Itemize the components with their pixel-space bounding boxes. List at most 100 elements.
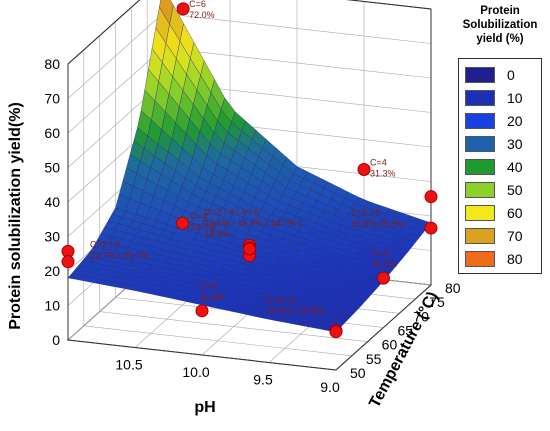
legend-swatch (465, 159, 495, 175)
annotation-line: C=6 (189, 0, 206, 9)
legend-title-line: yield (%) (476, 33, 524, 45)
data-point (329, 325, 343, 339)
data-point (61, 255, 75, 269)
annotation-line: 14.3% (372, 259, 398, 269)
annotation-line: 23.7% (191, 222, 217, 232)
annotation-line: C=4 (200, 281, 217, 291)
color-legend: 0 10 20 30 40 50 60 70 80 (458, 58, 542, 274)
annotation-line: C=2 / 6 (90, 239, 119, 249)
annotation-line: C=4 (370, 158, 387, 168)
legend-label: 70 (507, 228, 523, 244)
legend-entry: 0 (465, 67, 539, 85)
y-tick-label: 70 (413, 308, 429, 324)
box-edge (67, 339, 337, 371)
z-tick-label: 40 (44, 194, 60, 210)
z-tick-label: 20 (44, 263, 60, 279)
y-tick-label: 65 (398, 323, 414, 339)
point-annotation: C=4 23.7% (191, 211, 217, 232)
annotation-line: 31.3% (370, 169, 396, 179)
legend-entry: 30 (465, 136, 539, 154)
annotation-line: C=2 / 6 (351, 208, 380, 218)
point-annotation: C=2 / 6 16.5% 25.6% (351, 208, 405, 229)
box-edge (67, 0, 141, 65)
annotation-line: C=4 (372, 248, 389, 258)
annotation-line: 12.8% (200, 292, 226, 302)
legend-swatch (465, 251, 495, 267)
z-tick-label: 60 (44, 125, 60, 141)
point-annotations: C=277.8%C=672.0%C=431.3%C=2 / 616.5% 25.… (90, 0, 405, 316)
annotation-line: 11.1% / 11.4% (266, 306, 323, 316)
legend-swatch (465, 67, 495, 83)
y-gridline (99, 35, 368, 342)
legend-entry: 70 (465, 228, 539, 246)
data-point (424, 221, 438, 235)
z-tick-label: 80 (44, 56, 60, 72)
y-tick-label: 60 (382, 337, 398, 353)
y-tick-label: 50 (350, 365, 366, 381)
point-annotation: C=4 14.3% (372, 248, 398, 269)
legend-entry: 20 (465, 113, 539, 131)
legend-entry: 50 (465, 182, 539, 200)
z-tick-label: 70 (44, 91, 60, 107)
data-points (61, 2, 438, 339)
annotation-line: C=2 / 6 (266, 295, 295, 305)
point-annotation: C=2 / 4 / 4 / 6 19.5% / 16.5% / 18.7% /18… (205, 207, 302, 239)
legend-swatch (465, 228, 495, 244)
x-tick-label: 9.5 (253, 372, 273, 388)
annotation-line: 19.5% / 16.5% / 18.7% / (205, 218, 302, 228)
annotation-line: C=4 (191, 211, 208, 221)
y-tick-label: 75 (429, 294, 445, 310)
y-tick-label: 55 (366, 351, 382, 367)
z-tick-label: 10 (44, 298, 60, 314)
legend-swatch (465, 205, 495, 221)
point-annotation: C=2 / 6 11.1% / 11.4% (266, 295, 323, 316)
y-gridline (83, 49, 352, 357)
data-point (176, 2, 190, 16)
x-axis-label: pH (194, 399, 215, 416)
data-point (176, 216, 189, 230)
box-edge (346, 0, 432, 10)
legend-label: 20 (507, 113, 523, 129)
data-point (424, 190, 438, 204)
annotation-line: 16.5% 25.6% (351, 219, 405, 229)
legend-swatch (465, 136, 495, 152)
legend-entry: 10 (465, 90, 539, 108)
x-tick-label: 10.5 (115, 357, 142, 373)
legend-swatch (465, 90, 495, 106)
point-annotation: C=4 31.3% (370, 158, 396, 179)
legend-title-line: Protein (480, 5, 520, 17)
data-point (243, 242, 256, 256)
x-tick-label: 9.0 (320, 379, 340, 395)
response-surface (67, 0, 432, 333)
legend-label: 30 (507, 136, 523, 152)
y-tick-label: 80 (445, 280, 461, 296)
x-tick-label: 10.0 (182, 364, 209, 380)
point-annotation: C=2 / 6 22.7% / 25.7% (90, 239, 149, 260)
data-point (377, 271, 390, 285)
legend-title: Protein Solubilization yield (%) (450, 4, 550, 46)
legend-title-line: Solubilization (462, 19, 538, 31)
annotation-line: C=2 / 4 / 4 / 6 (205, 207, 259, 217)
annotation-line: 18.4% (205, 229, 231, 239)
box-edge (335, 284, 432, 371)
legend-swatch (465, 113, 495, 129)
legend-entry: 60 (465, 205, 539, 223)
data-point (357, 163, 371, 177)
legend-label: 40 (507, 159, 523, 175)
legend-swatch (465, 182, 495, 198)
z-axis-label: Protein solubilization yield(%) (7, 102, 24, 330)
point-annotation: C=4 12.8% (200, 281, 226, 302)
point-annotation: C=6 72.0% (189, 0, 215, 20)
z-tick-label: 30 (44, 229, 60, 245)
z-tick-label: 50 (44, 160, 60, 176)
legend-entry: 80 (465, 251, 539, 269)
legend-label: 80 (507, 251, 523, 267)
legend-label: 60 (507, 205, 523, 221)
annotation-line: 72.0% (189, 10, 215, 20)
legend-entry: 40 (465, 159, 539, 177)
data-point (195, 304, 209, 318)
z-tick-label: 0 (52, 332, 60, 348)
legend-label: 0 (507, 67, 515, 83)
